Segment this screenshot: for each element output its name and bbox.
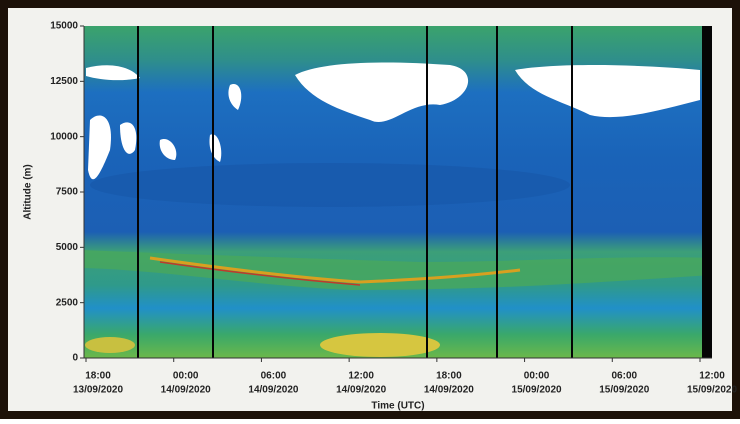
y-tick-label: 2500 [56, 297, 79, 308]
x-tick-date: 15/09/2020 [599, 385, 649, 396]
backscatter-image [84, 26, 712, 358]
x-tick-date: 14/09/2020 [424, 385, 474, 396]
chart: Altitude (m) Time (UTC) 0 2500 5000 7500 100… [0, 0, 740, 419]
x-axis-title: Time (UTC) [371, 401, 424, 412]
x-tick-date: 13/09/2020 [73, 385, 123, 396]
y-tick-label: 12500 [50, 76, 78, 87]
x-tick-date: 14/09/2020 [336, 385, 386, 396]
x-tick-time: 18:00 [436, 371, 462, 382]
y-tick-label: 5000 [56, 242, 79, 253]
y-tick-label: 15000 [50, 21, 78, 32]
x-tick-date: 14/09/2020 [248, 385, 298, 396]
x-tick-time: 00:00 [173, 371, 199, 382]
x-tick-date: 15/09/2020 [512, 385, 562, 396]
x-tick-time: 12:00 [348, 371, 374, 382]
x-tick-time: 00:00 [524, 371, 550, 382]
x-tick-date: 15/09/2020 [687, 385, 737, 396]
x-tick-date: 14/09/2020 [161, 385, 211, 396]
x-tick-time: 12:00 [699, 371, 725, 382]
x-tick-time: 18:00 [85, 371, 111, 382]
x-tick-time: 06:00 [261, 371, 287, 382]
x-tick-time: 06:00 [611, 371, 637, 382]
y-tick-label: 0 [72, 353, 78, 364]
y-tick-label: 10000 [50, 131, 78, 142]
y-tick-label: 7500 [56, 187, 79, 198]
y-axis-title: Altitude (m) [23, 164, 34, 220]
